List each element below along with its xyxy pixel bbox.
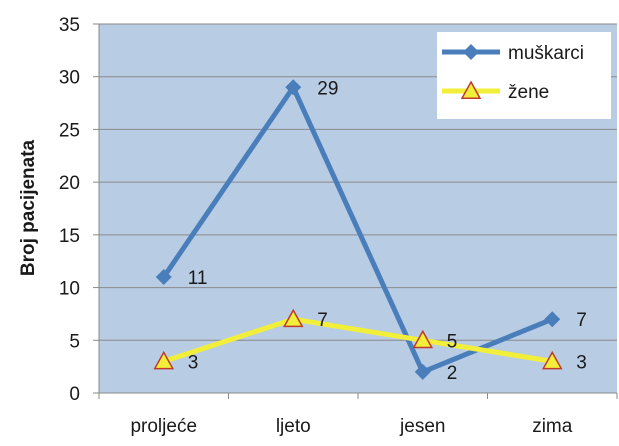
series-0: 11 29 2 7	[155, 78, 587, 384]
legend-marker	[463, 44, 479, 60]
y-tick-label: 25	[59, 120, 80, 141]
data-point	[541, 350, 563, 370]
x-tick-label: zima	[532, 416, 573, 437]
legend-label: muškarci	[508, 43, 584, 64]
data-label: 2	[447, 363, 458, 384]
y-tick-label: 35	[59, 15, 80, 36]
series-line	[161, 84, 554, 375]
y-axis-label: Broj pacijenata	[18, 139, 39, 276]
y-tick-label: 30	[59, 68, 80, 89]
x-tick-label: ljeto	[276, 416, 311, 437]
y-tick-label: 20	[59, 173, 80, 194]
data-point	[414, 363, 431, 380]
data-point	[285, 79, 302, 96]
data-point	[155, 269, 172, 286]
data-point	[412, 329, 434, 349]
data-label: 11	[188, 268, 208, 289]
legend-marker	[460, 80, 482, 99]
series-1: 3 7 5 3	[153, 308, 587, 373]
y-tick-label: 10	[59, 279, 80, 300]
data-label: 7	[576, 310, 587, 331]
x-tick-label: jesen	[399, 416, 445, 437]
axes	[93, 23, 618, 399]
y-tick-label: 0	[69, 384, 80, 405]
data-label: 3	[576, 352, 587, 373]
legend-label: žene	[508, 82, 549, 103]
legend-box	[437, 32, 611, 119]
data-label: 7	[317, 310, 328, 331]
y-tick-label: 5	[69, 331, 80, 352]
series-layer: 11 29 2 7 3 7 5 3	[153, 78, 587, 384]
y-tick-labels: 0 5 10 15 20 25 30 35	[59, 15, 80, 405]
x-tick-label: proljeće	[130, 416, 197, 437]
data-point	[282, 308, 304, 328]
data-point	[544, 311, 561, 328]
x-tick-labels: proljeće ljeto jesen zima	[130, 416, 572, 437]
data-label: 5	[447, 331, 458, 352]
y-tick-label: 15	[59, 226, 80, 247]
data-label: 29	[317, 78, 338, 99]
data-label: 3	[188, 352, 199, 373]
series-line	[162, 316, 553, 364]
legend: muškarci žene	[437, 32, 611, 119]
data-point	[153, 350, 175, 370]
